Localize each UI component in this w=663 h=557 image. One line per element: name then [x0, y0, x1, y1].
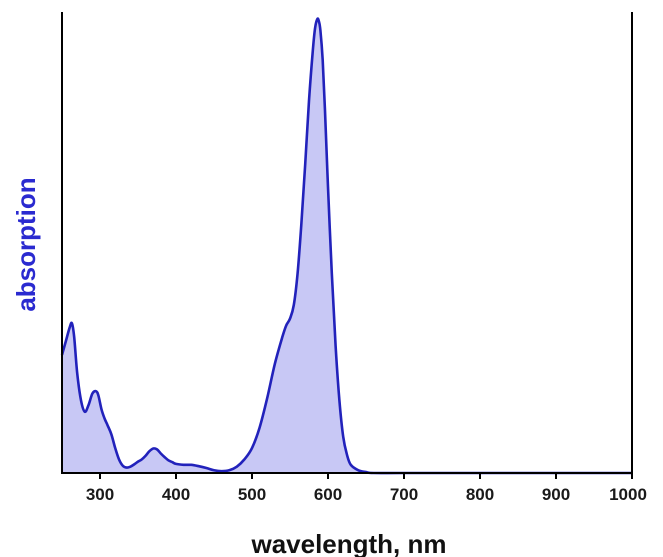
absorption-area-fill	[62, 18, 632, 474]
x-axis-title: wavelength, nm	[250, 529, 446, 557]
x-axis-ticks: 300 400 500 600 700 800 900 1000	[86, 473, 647, 504]
x-tick-label: 900	[542, 485, 570, 504]
x-tick-label: 700	[390, 485, 418, 504]
x-tick-label: 300	[86, 485, 114, 504]
x-tick-label: 500	[238, 485, 266, 504]
axes	[61, 12, 633, 474]
x-tick-label: 800	[466, 485, 494, 504]
absorption-curve	[60, 17, 632, 475]
x-tick-label: 400	[162, 485, 190, 504]
plot-area	[60, 17, 632, 475]
x-tick-label: 600	[314, 485, 342, 504]
x-tick-label: 1000	[609, 485, 647, 504]
y-axis-title: absorption	[11, 177, 41, 311]
